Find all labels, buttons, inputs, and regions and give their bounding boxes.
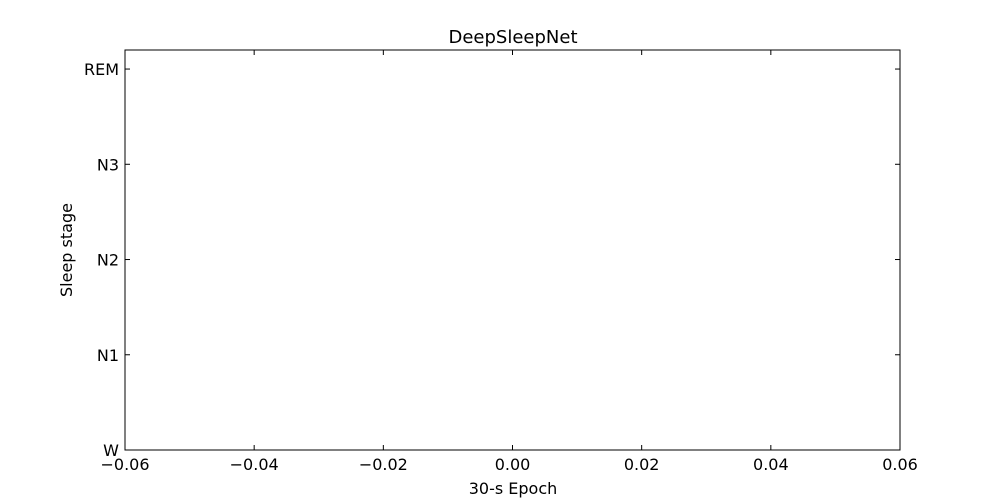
x-tick-label: −0.02 bbox=[359, 455, 408, 474]
x-tick-label: −0.04 bbox=[230, 455, 279, 474]
chart-title: DeepSleepNet bbox=[448, 27, 577, 48]
x-axis-label: 30-s Epoch bbox=[469, 479, 558, 498]
y-tick-label: REM bbox=[84, 60, 119, 79]
x-tick-label: 0.06 bbox=[882, 455, 918, 474]
plot-area bbox=[124, 49, 901, 451]
x-axis: −0.06 −0.04 −0.02 0.00 0.02 0.04 0.06 bbox=[100, 50, 918, 474]
x-tick-label: −0.06 bbox=[100, 455, 149, 474]
y-tick-label: N2 bbox=[97, 251, 119, 270]
y-tick-label: W bbox=[103, 441, 119, 460]
x-tick-label: 0.00 bbox=[495, 455, 531, 474]
x-tick-label: 0.04 bbox=[753, 455, 789, 474]
y-axis: W N1 N2 N3 REM bbox=[84, 60, 900, 460]
y-axis-label: Sleep stage bbox=[57, 203, 76, 297]
y-tick-label: N1 bbox=[97, 346, 119, 365]
y-tick-label: N3 bbox=[97, 155, 119, 174]
x-tick-label: 0.02 bbox=[624, 455, 660, 474]
